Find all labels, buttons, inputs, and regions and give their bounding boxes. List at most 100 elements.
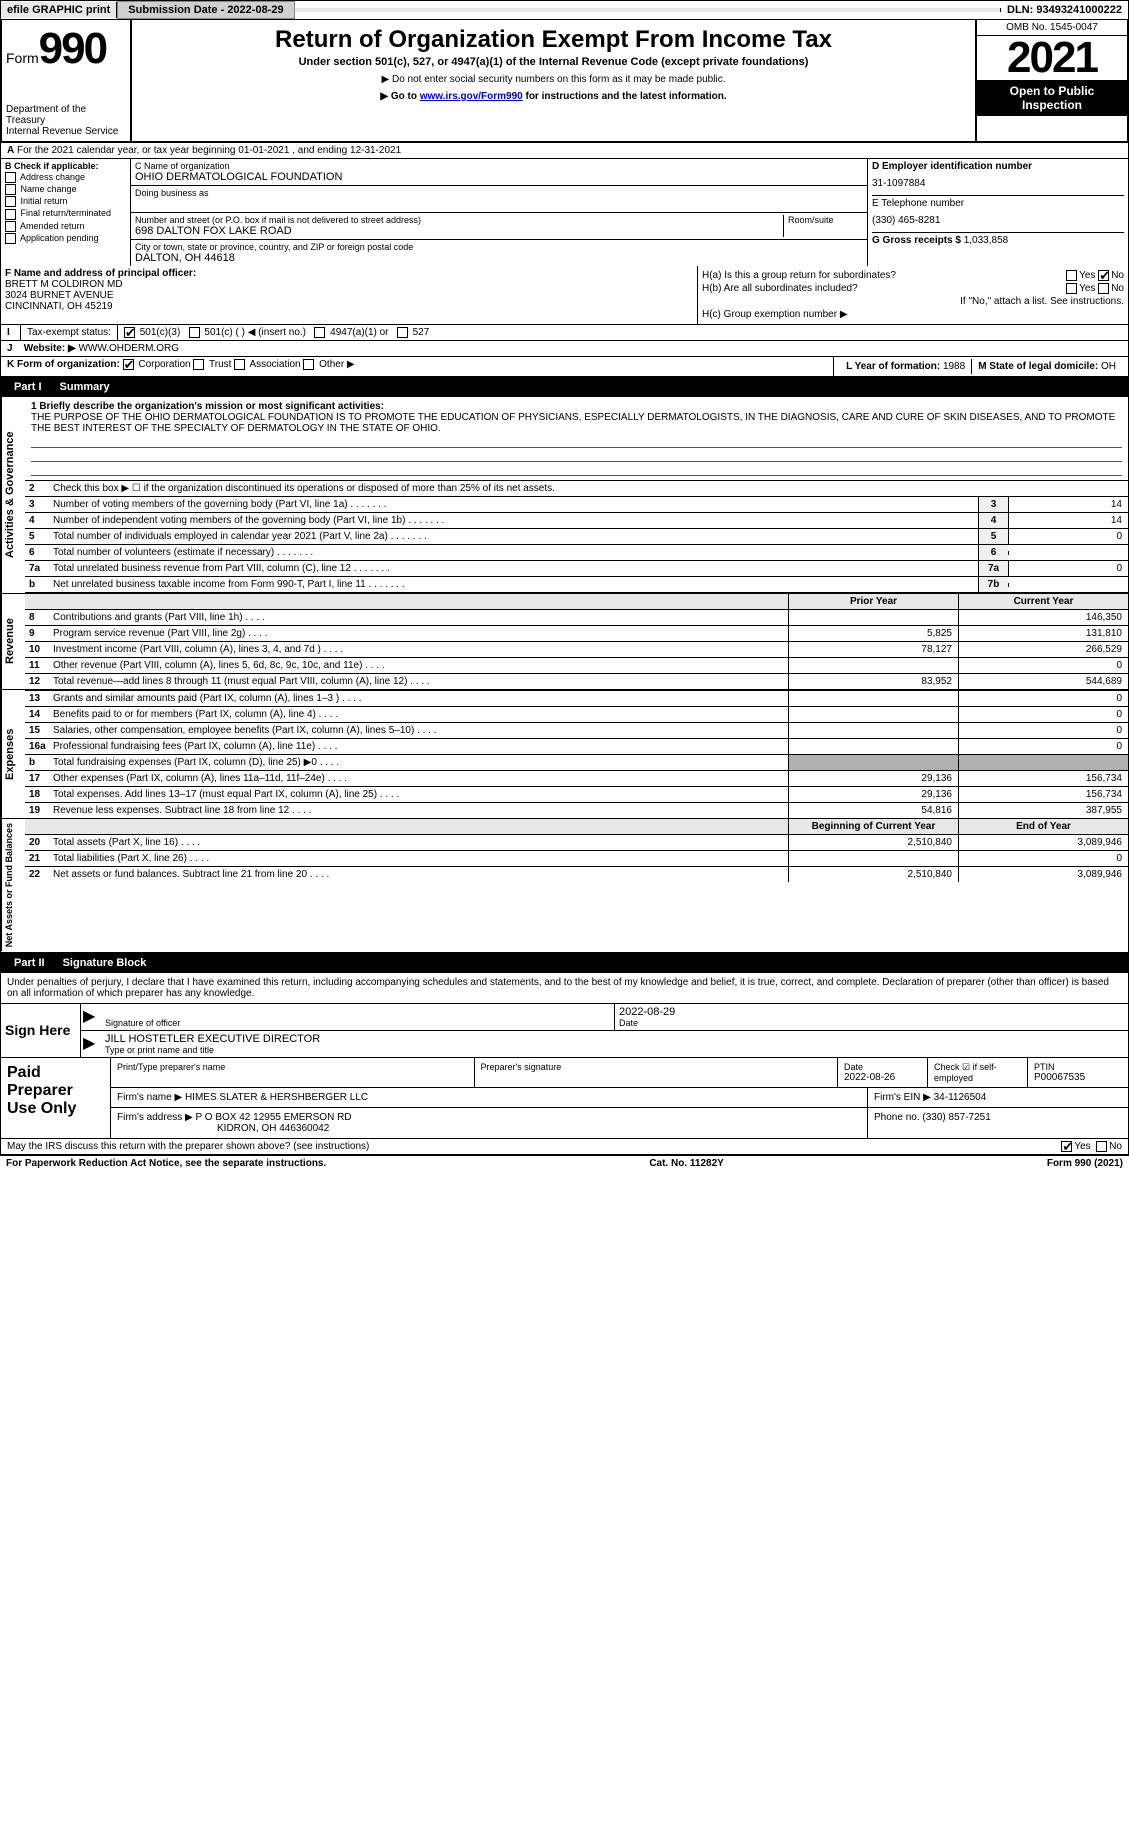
mission-text: THE PURPOSE OF THE OHIO DERMATOLOGICAL F… <box>31 412 1122 434</box>
fin-row: 18Total expenses. Add lines 13–17 (must … <box>25 786 1128 802</box>
goto-pre: ▶ Go to <box>380 91 419 102</box>
q2: 2Check this box ▶ ☐ if the organization … <box>25 481 1128 497</box>
current-year-hdr: Current Year <box>958 594 1128 609</box>
dln: DLN: 93493241000222 <box>1001 2 1128 18</box>
fin-header: Prior YearCurrent Year <box>25 594 1128 609</box>
chk-amended[interactable]: Amended return <box>5 221 126 232</box>
chk-pending[interactable]: Application pending <box>5 233 126 244</box>
vtab-ag: Activities & Governance <box>1 397 25 593</box>
footer: For Paperwork Reduction Act Notice, see … <box>0 1155 1129 1171</box>
row-j: J Website: ▶ WWW.OHDERM.ORG <box>0 341 1129 357</box>
col-h: H(a) Is this a group return for subordin… <box>698 266 1128 324</box>
paid-preparer-block: Paid Preparer Use Only Print/Type prepar… <box>0 1058 1129 1139</box>
hb-no: No <box>1111 283 1124 294</box>
goto-post: for instructions and the latest informat… <box>523 91 727 102</box>
ssn-warning: ▶ Do not enter social security numbers o… <box>136 74 971 85</box>
chk-name[interactable]: Name change <box>5 184 126 195</box>
gross-receipts: 1,033,858 <box>964 235 1009 246</box>
submission-date-btn[interactable]: Submission Date - 2022-08-29 <box>117 1 294 19</box>
part2-title: Signature Block <box>63 957 147 969</box>
ptin: P00067535 <box>1034 1072 1122 1083</box>
b-header: B Check if applicable: <box>5 161 126 171</box>
vtab-rev: Revenue <box>1 594 25 689</box>
open-inspection: Open to Public Inspection <box>977 80 1127 116</box>
officer-print-name: JILL HOSTETLER EXECUTIVE DIRECTOR <box>105 1033 1124 1045</box>
city-label: City or town, state or province, country… <box>135 242 863 252</box>
527: 527 <box>413 327 430 338</box>
firm-addr-1: P O BOX 42 12955 EMERSON RD <box>196 1112 352 1123</box>
q1: 1 Briefly describe the organization's mi… <box>25 397 1128 481</box>
room-label: Room/suite <box>788 215 863 225</box>
j-label: Website: ▶ <box>24 343 76 354</box>
row-a: A For the 2021 calendar year, or tax yea… <box>0 143 1129 159</box>
fin-row: bTotal fundraising expenses (Part IX, co… <box>25 754 1128 770</box>
dept-irs: Internal Revenue Service <box>6 126 126 137</box>
irs-link[interactable]: www.irs.gov/Form990 <box>420 91 523 102</box>
col-c: C Name of organization OHIO DERMATOLOGIC… <box>131 159 868 266</box>
m-label: M State of legal domicile: <box>978 361 1098 372</box>
cat-no: Cat. No. 11282Y <box>649 1158 723 1169</box>
firm-addr-label: Firm's address ▶ <box>117 1112 193 1123</box>
k-assoc: Association <box>249 360 300 371</box>
e-label: E Telephone number <box>872 198 1124 209</box>
discuss-yes: Yes <box>1074 1141 1090 1152</box>
col-b: B Check if applicable: Address change Na… <box>1 159 131 266</box>
chk-final[interactable]: Final return/terminated <box>5 208 126 219</box>
officer-addr: 3024 BURNET AVENUE <box>5 290 693 301</box>
row-i: I Tax-exempt status: 501(c)(3) 501(c) ( … <box>0 325 1129 341</box>
summary-row: 4Number of independent voting members of… <box>25 513 1128 529</box>
summary-row: 3Number of voting members of the governi… <box>25 497 1128 513</box>
hb-yes: Yes <box>1079 283 1095 294</box>
fin-row: 14Benefits paid to or for members (Part … <box>25 706 1128 722</box>
4947: 4947(a)(1) or <box>330 327 388 338</box>
city-state-zip: DALTON, OH 44618 <box>135 252 863 264</box>
chk-address[interactable]: Address change <box>5 172 126 183</box>
year-formation: 1988 <box>943 361 965 372</box>
sig-date-label: Date <box>619 1018 1124 1028</box>
fin-row: 17Other expenses (Part IX, column (A), l… <box>25 770 1128 786</box>
fin-row: 15Salaries, other compensation, employee… <box>25 722 1128 738</box>
form-number: 990 <box>39 24 106 73</box>
form-title: Return of Organization Exempt From Incom… <box>136 26 971 54</box>
fin-row: 13Grants and similar amounts paid (Part … <box>25 690 1128 706</box>
fin-row: 9Program service revenue (Part VIII, lin… <box>25 625 1128 641</box>
ha-label: H(a) Is this a group return for subordin… <box>702 270 896 281</box>
prep-date: 2022-08-26 <box>844 1072 921 1083</box>
chk-initial[interactable]: Initial return <box>5 196 126 207</box>
header-left: Form990 Department of the Treasury Inter… <box>2 20 132 141</box>
firm-phone: (330) 857-7251 <box>922 1112 990 1123</box>
print-name-label: Type or print name and title <box>105 1045 1124 1055</box>
k-other: Other ▶ <box>319 360 354 371</box>
end-year-hdr: End of Year <box>958 819 1128 834</box>
paperwork-notice: For Paperwork Reduction Act Notice, see … <box>6 1158 326 1169</box>
prior-year-hdr: Prior Year <box>788 594 958 609</box>
efile-label: efile GRAPHIC print <box>1 2 117 18</box>
d-label: D Employer identification number <box>872 161 1124 172</box>
part2-num: Part II <box>6 955 53 971</box>
preparer-name-label: Print/Type preparer's name <box>117 1062 468 1072</box>
summary-row: 6Total number of volunteers (estimate if… <box>25 545 1128 561</box>
summary-ag: Activities & Governance 1 Briefly descri… <box>0 397 1129 594</box>
street-address: 698 DALTON FOX LAKE ROAD <box>135 225 783 237</box>
form-word: Form <box>6 50 39 66</box>
paid-label: Paid Preparer Use Only <box>1 1058 111 1138</box>
fin-row: 20Total assets (Part X, line 16) . . . .… <box>25 834 1128 850</box>
sig-date: 2022-08-29 <box>619 1006 1124 1018</box>
ha-yes: Yes <box>1079 270 1095 281</box>
firm-addr-2: KIDRON, OH 446360042 <box>217 1123 329 1134</box>
q1-label: 1 Briefly describe the organization's mi… <box>31 401 1122 412</box>
firm-name-label: Firm's name ▶ <box>117 1092 182 1103</box>
501c: 501(c) ( ) ◀ (insert no.) <box>204 327 306 338</box>
ha-no: No <box>1111 270 1124 281</box>
summary-row: 7aTotal unrelated business revenue from … <box>25 561 1128 577</box>
part1-num: Part I <box>6 379 50 395</box>
block-bcd: B Check if applicable: Address change Na… <box>0 159 1129 266</box>
fin-row: 16aProfessional fundraising fees (Part I… <box>25 738 1128 754</box>
spacer <box>295 8 1001 12</box>
summary-row: bNet unrelated business taxable income f… <box>25 577 1128 593</box>
firm-phone-label: Phone no. <box>874 1112 920 1123</box>
firm-name: HIMES SLATER & HERSHBERGER LLC <box>185 1092 368 1103</box>
officer-name: BRETT M COLDIRON MD <box>5 279 693 290</box>
sign-here-label: Sign Here <box>1 1004 81 1057</box>
hb-note: If "No," attach a list. See instructions… <box>702 296 1124 307</box>
